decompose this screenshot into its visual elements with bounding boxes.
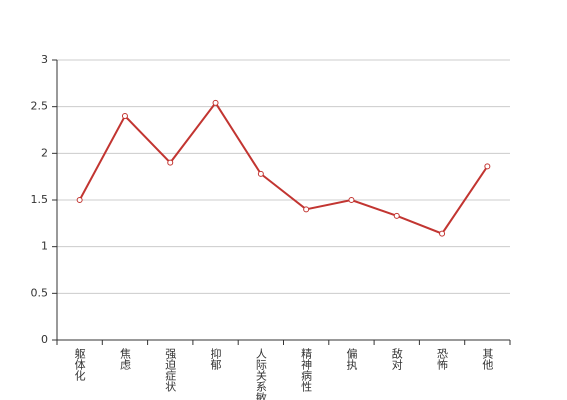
y-tick-label: 2.5: [31, 100, 49, 113]
line: [78, 101, 489, 235]
point: [121, 113, 128, 119]
x-tick-label: 精神病性: [300, 348, 313, 393]
point: [257, 170, 264, 177]
point: [393, 212, 400, 219]
point: [76, 197, 83, 203]
y-tick-label: 1.5: [31, 193, 49, 206]
y-tick-label: 1: [41, 240, 48, 253]
x-tick-label: 焦虑: [118, 348, 131, 370]
y-tick-label: 3: [41, 53, 48, 66]
x-tick-label: 躯体化: [73, 348, 86, 382]
x-tick-label: 其他: [481, 348, 494, 370]
x-tick-label: 强迫症状: [164, 348, 177, 392]
x-tick-label: 偏执: [345, 347, 358, 371]
point: [212, 99, 219, 106]
point: [167, 159, 174, 166]
point: [303, 206, 310, 213]
y-tick-label: 0.5: [31, 286, 49, 299]
point: [439, 230, 446, 237]
x-tick-label: 抑郁: [209, 347, 222, 370]
point: [484, 163, 491, 170]
x-tick-label: 人际关系敏感: [254, 348, 267, 400]
x-tick-label: 恐怖: [436, 348, 449, 370]
point: [348, 197, 355, 203]
y-tick-label: 0: [41, 333, 48, 346]
y-tick-label: 2: [41, 146, 48, 159]
x-tick-label: 敌对: [390, 347, 403, 370]
